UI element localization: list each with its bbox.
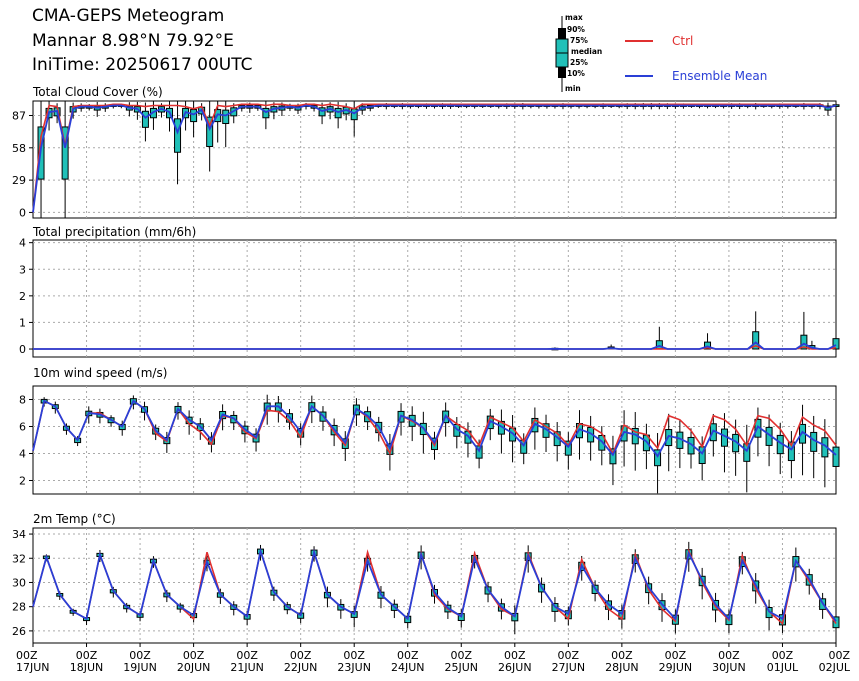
x-tick-time: 00Z xyxy=(558,649,580,662)
legend-key-label: 90% xyxy=(567,25,585,34)
init-time-label: IniTime: 20250617 00UTC xyxy=(32,55,253,75)
x-tick-date: 28JUN xyxy=(605,661,639,674)
panel-title: 10m wind speed (m/s) xyxy=(33,366,167,380)
x-tick-date: 30JUN xyxy=(712,661,746,674)
x-tick-time: 00Z xyxy=(611,649,633,662)
mean-series-line xyxy=(32,547,837,622)
panel-frame xyxy=(32,239,837,358)
x-tick-time: 00Z xyxy=(129,649,151,662)
y-tick-label: 2 xyxy=(19,290,26,303)
x-tick-time: 00Z xyxy=(236,649,258,662)
x-tick-date: 25JUN xyxy=(445,661,479,674)
legend-key-label: 25% xyxy=(570,58,588,67)
x-tick-time: 00Z xyxy=(76,649,98,662)
x-tick-date: 23JUN xyxy=(337,661,371,674)
box-body xyxy=(564,440,572,456)
legend-key-label: max xyxy=(565,13,583,22)
x-tick-date: 29JUN xyxy=(659,661,693,674)
ctrl-series-line xyxy=(32,103,837,213)
y-tick-label: 58 xyxy=(12,142,26,155)
x-tick-date: 24JUN xyxy=(391,661,425,674)
x-tick-date: 17JUN xyxy=(16,661,50,674)
x-tick-date: 02JUL xyxy=(819,661,851,674)
location-label: Mannar 8.98°N 79.92°E xyxy=(32,31,234,51)
y-tick-label: 4 xyxy=(19,448,26,461)
y-tick-label: 28 xyxy=(12,601,26,614)
box-body xyxy=(334,107,342,119)
panel-title: 2m Temp (°C) xyxy=(33,512,116,526)
x-tick-time: 00Z xyxy=(718,649,740,662)
y-tick-label: 1 xyxy=(19,316,26,329)
legend-key-label: 75% xyxy=(570,36,588,45)
panel-title: Total precipitation (mm/6h) xyxy=(32,225,196,239)
box-body xyxy=(174,118,182,153)
x-tick-date: 21JUN xyxy=(230,661,264,674)
legend-key-label: min xyxy=(565,84,581,93)
panel-frame xyxy=(32,527,837,644)
x-tick-date: 19JUN xyxy=(123,661,157,674)
y-tick-label: 0 xyxy=(19,206,26,219)
box-body xyxy=(350,108,358,121)
legend-key-label: 10% xyxy=(567,69,585,78)
y-tick-label: 3 xyxy=(19,263,26,276)
box-body xyxy=(832,338,840,350)
box-body xyxy=(206,116,214,148)
x-tick-time: 00Z xyxy=(16,649,38,662)
box-body xyxy=(141,110,149,128)
box-body xyxy=(61,126,69,180)
box-body xyxy=(598,434,606,451)
y-tick-label: 29 xyxy=(12,174,26,187)
mean-series-line xyxy=(32,104,837,213)
panel-title: Total Cloud Cover (%) xyxy=(32,85,163,99)
x-tick-time: 00Z xyxy=(504,649,526,662)
y-tick-label: 34 xyxy=(12,528,26,541)
x-tick-time: 00Z xyxy=(183,649,205,662)
x-tick-date: 20JUN xyxy=(177,661,211,674)
y-tick-label: 6 xyxy=(19,421,26,434)
box-body xyxy=(787,441,795,462)
y-tick-label: 2 xyxy=(19,475,26,488)
box-body xyxy=(800,334,808,350)
y-tick-label: 8 xyxy=(19,394,26,407)
x-tick-time: 00Z xyxy=(290,649,312,662)
x-tick-time: 00Z xyxy=(397,649,419,662)
x-tick-date: 22JUN xyxy=(284,661,318,674)
box-body xyxy=(190,109,198,123)
legend-key-label: median xyxy=(571,47,602,56)
y-tick-label: 4 xyxy=(19,237,26,250)
box-body xyxy=(752,331,760,350)
y-tick-label: 30 xyxy=(12,576,26,589)
x-tick-date: 27JUN xyxy=(552,661,586,674)
mean-series-line xyxy=(32,399,837,458)
x-tick-date: 26JUN xyxy=(498,661,532,674)
box-body xyxy=(832,446,840,467)
x-tick-date: 18JUN xyxy=(70,661,104,674)
mean-series-line xyxy=(33,341,837,350)
y-tick-label: 26 xyxy=(12,625,26,638)
x-tick-time: 00Z xyxy=(343,649,365,662)
x-tick-time: 00Z xyxy=(665,649,687,662)
x-tick-time: 00Z xyxy=(772,649,794,662)
legend-mean-label: Ensemble Mean xyxy=(672,69,767,83)
panel-frame xyxy=(32,100,837,219)
ctrl-series-line xyxy=(32,399,837,456)
y-tick-label: 87 xyxy=(12,109,26,122)
legend-ctrl-label: Ctrl xyxy=(672,34,693,48)
x-tick-date: 01JUL xyxy=(767,661,799,674)
box-body xyxy=(222,109,230,125)
chart-title: CMA-GEPS Meteogram xyxy=(32,6,225,26)
box-body xyxy=(654,449,662,467)
y-tick-label: 32 xyxy=(12,552,26,565)
x-tick-time: 00Z xyxy=(450,649,472,662)
y-tick-label: 0 xyxy=(19,343,26,356)
x-tick-time: 00Z xyxy=(828,649,850,662)
